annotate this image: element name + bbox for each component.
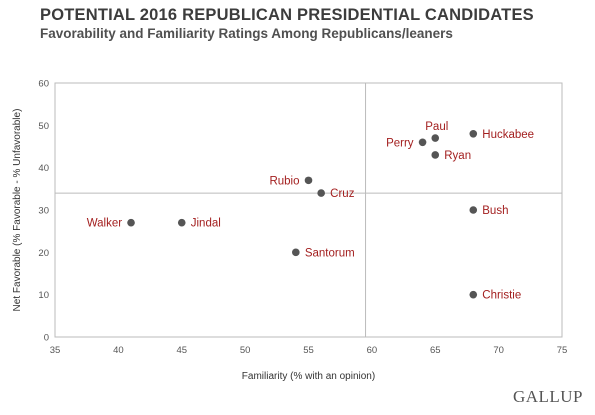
chart-subtitle: Favorability and Familiarity Ratings Amo… (40, 26, 453, 41)
point-label: Huckabee (482, 129, 534, 141)
point-label: Christie (482, 290, 521, 302)
y-tick-label: 50 (38, 121, 49, 132)
chart-title: POTENTIAL 2016 REPUBLICAN PRESIDENTIAL C… (40, 6, 534, 24)
y-tick-label: 60 (38, 79, 49, 90)
x-tick-label: 75 (557, 345, 568, 356)
point-label: Ryan (444, 150, 471, 162)
data-point (469, 206, 478, 214)
point-label: Santorum (305, 247, 355, 259)
data-point (431, 134, 440, 142)
x-tick-label: 65 (430, 345, 441, 356)
data-point (177, 218, 186, 227)
y-axis-label: Net Favorable (% Favorable - % Unfavorab… (12, 109, 23, 312)
data-point (431, 151, 440, 159)
data-point (127, 218, 135, 227)
point-label: Jindal (191, 218, 221, 230)
y-tick-label: 0 (44, 333, 49, 344)
data-point (469, 130, 478, 138)
point-label: Walker (87, 218, 123, 230)
y-tick-label: 10 (38, 290, 49, 301)
x-tick-label: 60 (367, 345, 378, 356)
data-point (469, 290, 478, 299)
x-tick-label: 45 (176, 345, 187, 356)
point-label: Perry (386, 137, 414, 149)
data-point (304, 176, 313, 185)
data-points (127, 130, 478, 299)
x-tick-label: 55 (303, 345, 314, 356)
point-labels: Walker Jindal Santorum Rubio Cruz Perry Paul Ry… (87, 121, 534, 302)
data-point (418, 138, 427, 147)
y-tick-label: 40 (38, 163, 49, 174)
point-label: Paul (425, 121, 448, 133)
data-point (317, 189, 325, 197)
gallup-logo: GALLUP (512, 387, 583, 406)
x-tick-label: 50 (240, 345, 251, 356)
x-axis-label: Familiarity (% with an opinion) (242, 371, 375, 382)
x-tick-label: 40 (113, 345, 124, 356)
y-tick-label: 20 (38, 248, 49, 259)
y-tick-label: 30 (38, 206, 49, 217)
tick-labels: 35 40 45 50 55 60 65 70 75 0 10 20 30 40 50 60 (38, 79, 567, 357)
x-tick-label: 70 (493, 345, 504, 356)
point-label: Bush (482, 205, 508, 217)
data-point (292, 248, 300, 257)
point-label: Cruz (330, 188, 355, 200)
x-tick-label: 35 (50, 345, 61, 356)
reference-lines (55, 83, 562, 337)
plot-axes (54, 82, 563, 338)
point-label: Rubio (269, 175, 299, 187)
plot-frame (54, 82, 563, 338)
